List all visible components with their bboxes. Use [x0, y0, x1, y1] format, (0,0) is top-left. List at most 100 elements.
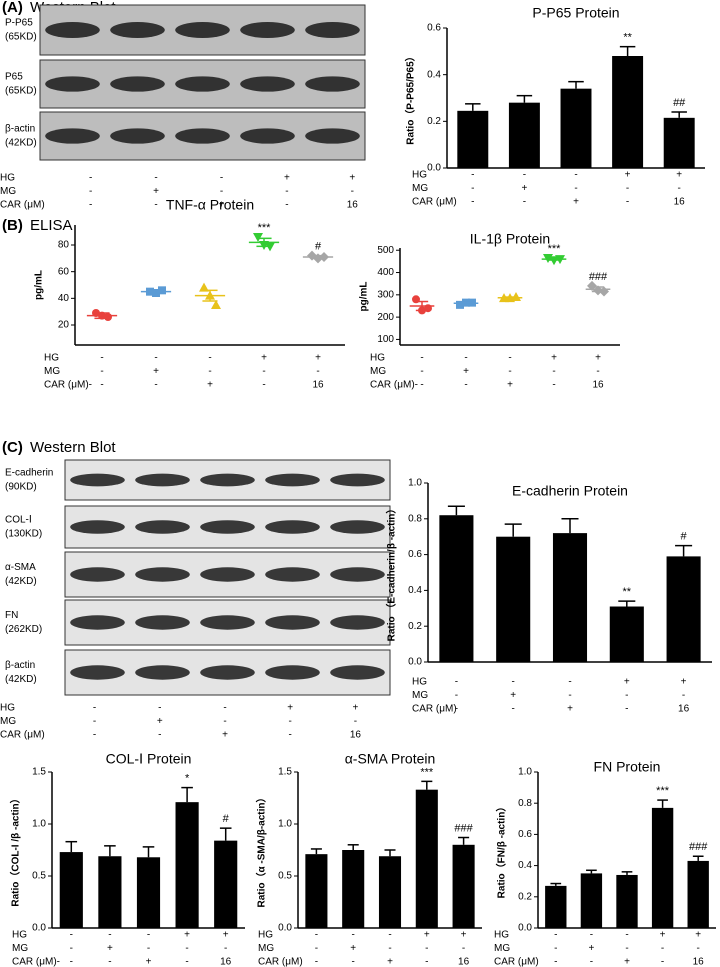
- y-tick-label: 0.4: [518, 860, 532, 871]
- treatment-value: +: [595, 353, 601, 364]
- treatment-value: -: [315, 957, 318, 967]
- y-tick-label: 0.6: [518, 829, 532, 840]
- y-tick-label: 0.4: [427, 69, 441, 80]
- y-tick-label: 0.8: [518, 798, 532, 809]
- treatment-value: +: [287, 703, 293, 714]
- treatment-value: -: [523, 170, 526, 181]
- blot-size: (42KD): [5, 138, 37, 149]
- treatment-value: -: [262, 380, 265, 391]
- treatment-name: CAR (μM): [412, 704, 457, 715]
- treatment-name: MG: [0, 186, 16, 197]
- chart-title: FN Protein: [594, 759, 661, 775]
- blot-band: [265, 567, 320, 582]
- blot-band: [330, 567, 385, 582]
- treatment-value: -: [100, 380, 103, 391]
- blot-band: [305, 76, 360, 92]
- y-tick-label: 0.0: [427, 163, 441, 174]
- blot-label: P-P65: [5, 18, 33, 29]
- treatment-value: -: [89, 186, 92, 197]
- blot-band: [200, 567, 255, 582]
- blot-band: [45, 128, 100, 144]
- y-tick-label: 1.5: [32, 767, 46, 778]
- blot-band: [200, 520, 255, 534]
- y-tick-label: 500: [377, 245, 394, 256]
- treatment-value: +: [588, 943, 594, 954]
- treatment-value: -: [224, 943, 227, 954]
- treatment-value: +: [507, 380, 513, 391]
- blot-band: [135, 473, 190, 487]
- bar: [457, 110, 489, 168]
- y-axis-label: pg/mL: [34, 270, 45, 300]
- treatment-value: 16: [347, 200, 359, 211]
- bar: [560, 88, 592, 168]
- blot-size: (42KD): [5, 576, 37, 587]
- treatment-value: -: [554, 930, 557, 941]
- blot-band: [135, 520, 190, 534]
- treatment-name: MG: [370, 366, 386, 377]
- treatment-value: -: [554, 957, 557, 967]
- treatment-value: -: [590, 930, 593, 941]
- treatment-value: -: [351, 186, 354, 197]
- treatment-name: CAR (μM): [258, 957, 303, 967]
- treatment-name: HG: [12, 930, 27, 941]
- blot-band: [305, 22, 360, 38]
- blot-band: [110, 128, 165, 144]
- significance: *: [185, 773, 190, 785]
- blot-band: [200, 615, 255, 630]
- blot-band: [70, 473, 125, 487]
- treatment-value: -: [512, 704, 515, 715]
- significance: ***: [420, 766, 434, 778]
- blot-band: [330, 520, 385, 534]
- blot-band: [265, 665, 320, 680]
- treatment-value: 16: [458, 957, 470, 967]
- bar: [452, 844, 475, 928]
- treatment-value: -: [420, 380, 423, 391]
- blot-label: COL-Ⅰ: [5, 515, 32, 526]
- treatment-value: +: [261, 353, 267, 364]
- significance: ###: [589, 271, 608, 283]
- blot-band: [70, 520, 125, 534]
- treatment-value: -: [425, 943, 428, 954]
- data-point: [211, 300, 221, 309]
- treatment-value: -: [108, 957, 111, 967]
- data-point: [587, 280, 597, 291]
- blot-label: α-SMA: [5, 562, 36, 573]
- treatment-value: -: [70, 930, 73, 941]
- significance: #: [223, 813, 230, 825]
- treatment-value: -: [289, 730, 292, 741]
- treatment-value: +: [352, 703, 358, 714]
- significance: #: [681, 531, 688, 543]
- chart-title: P-P65 Protein: [532, 5, 619, 21]
- bar: [136, 857, 161, 928]
- blot-label: FN: [5, 610, 18, 621]
- treatment-value: +: [350, 943, 356, 954]
- blot-band: [265, 520, 320, 534]
- treatment-name: MG: [258, 943, 274, 954]
- treatment-value: +: [624, 677, 630, 688]
- y-tick-label: 1.0: [32, 819, 46, 830]
- treatment-value: -: [100, 366, 103, 377]
- blot-label: β-actin: [5, 124, 35, 135]
- bar: [175, 802, 199, 928]
- treatment-value: +: [284, 173, 290, 184]
- blot-band: [240, 76, 295, 92]
- treatment-name: CAR (μM): [412, 197, 457, 208]
- treatment-value: -: [508, 366, 511, 377]
- treatment-value: -: [354, 716, 357, 727]
- treatment-value: -: [285, 200, 288, 211]
- treatment-name: CAR (μM)-: [370, 380, 418, 391]
- significance: ###: [689, 841, 708, 853]
- treatment-value: -: [220, 186, 223, 197]
- y-tick-label: 0.6: [427, 23, 441, 34]
- treatment-value: -: [508, 353, 511, 364]
- blot-size: (65KD): [5, 32, 37, 43]
- treatment-value: +: [521, 183, 527, 194]
- y-axis-label: pg/mL: [359, 282, 370, 312]
- treatment-name: CAR (μM): [494, 957, 539, 967]
- treatment-value: -: [455, 677, 458, 688]
- treatment-value: -: [315, 930, 318, 941]
- blot-label: β-actin: [5, 660, 35, 671]
- blot-label: E-cadherin: [5, 468, 53, 479]
- chart-title: IL-1β Protein: [470, 231, 550, 247]
